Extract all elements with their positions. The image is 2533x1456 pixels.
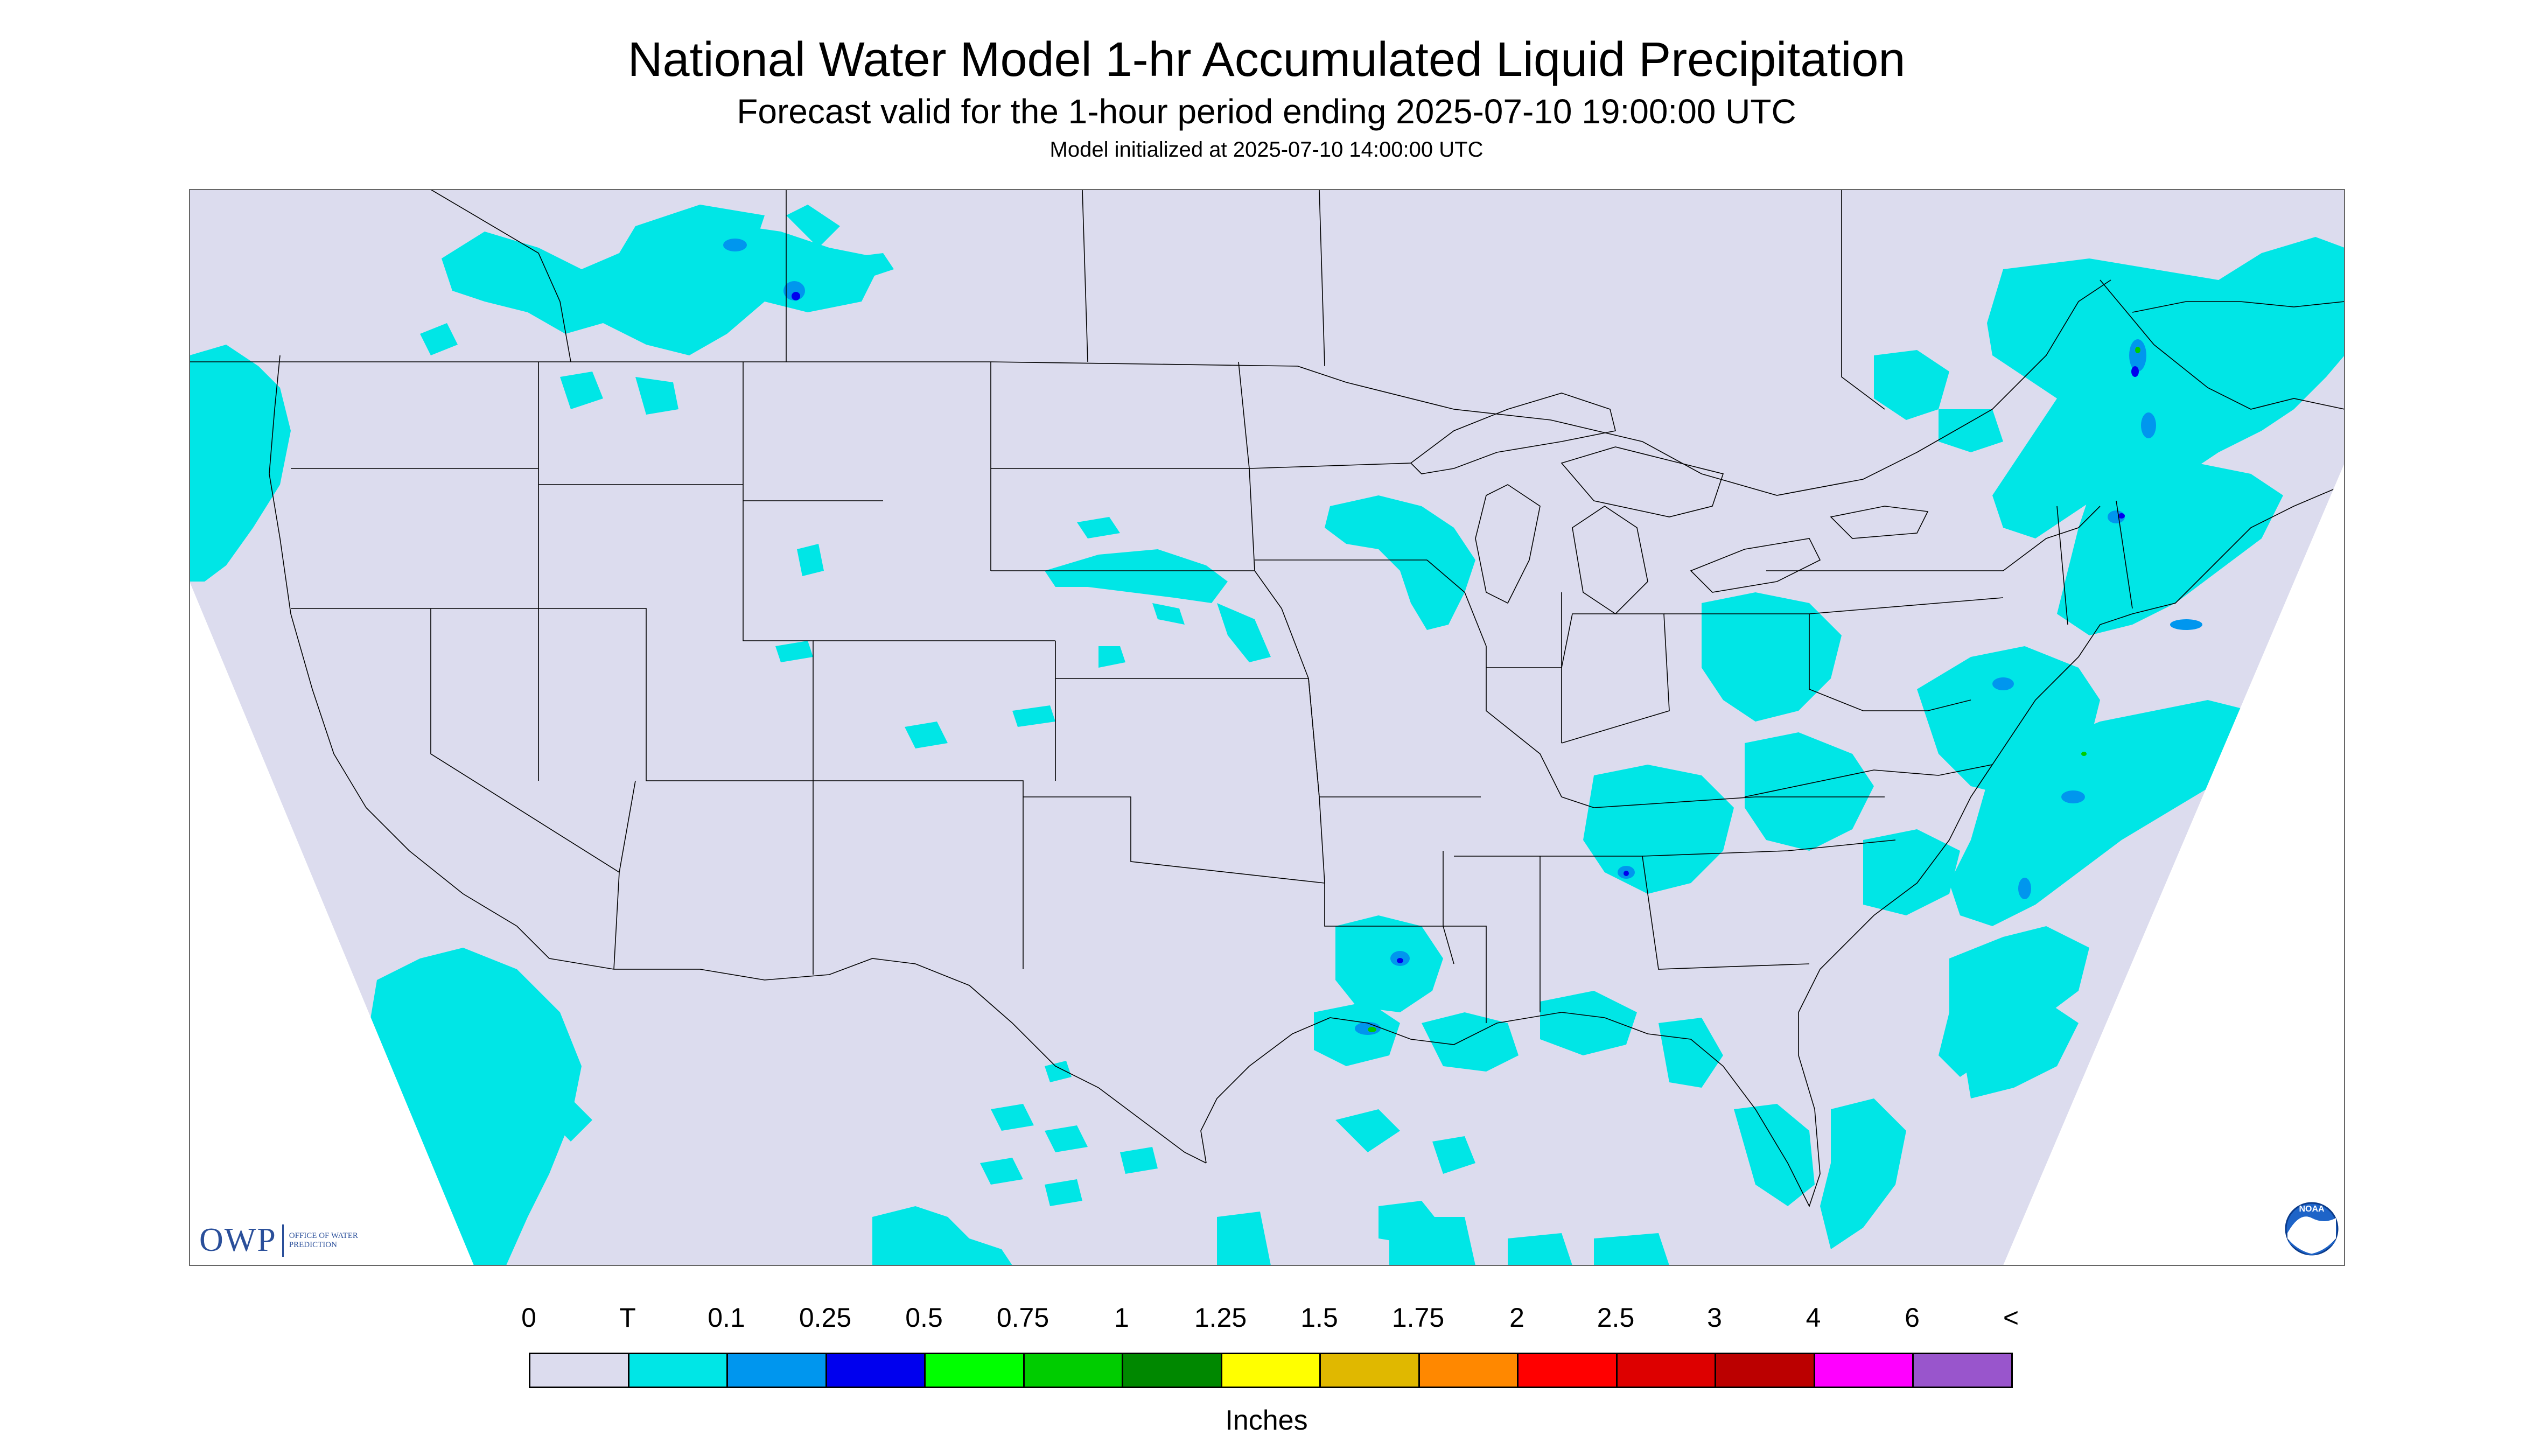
legend-swatch <box>1023 1353 1123 1388</box>
model-init-text: Model initialized at 2025-07-10 14:00:00… <box>1049 138 1484 162</box>
legend-swatch <box>726 1353 827 1388</box>
legend-swatch <box>924 1353 1025 1388</box>
great-lakes <box>1410 393 1929 615</box>
legend-swatch <box>1912 1353 2013 1388</box>
legend-swatch <box>1813 1353 1914 1388</box>
chart-subtitle: Forecast valid for the 1-hour period end… <box>737 92 1796 131</box>
noaa-logo: NOAA <box>2285 1202 2339 1256</box>
owp-logo-subtext: OFFICE OF WATER PREDICTION <box>289 1231 358 1249</box>
legend-tick-label: 0.5 <box>905 1303 943 1333</box>
projection-mask-right <box>2003 463 2345 1265</box>
legend-tick-label: 1.75 <box>1391 1303 1445 1333</box>
noaa-logo-text: NOAA <box>2299 1205 2325 1214</box>
legend-tick-label: 3 <box>1707 1303 1722 1333</box>
precip-moderate-cells <box>792 292 2139 963</box>
legend-swatch <box>529 1353 629 1388</box>
legend-swatch <box>1418 1353 1519 1388</box>
map-frame <box>189 189 2345 1266</box>
legend-swatch <box>825 1353 926 1388</box>
owp-logo-divider <box>282 1224 284 1257</box>
legend-tick-label: 6 <box>1905 1303 1920 1333</box>
legend-swatch <box>1220 1353 1321 1388</box>
owp-logo: OWP OFFICE OF WATER PREDICTION <box>199 1221 365 1259</box>
legend-swatch <box>1517 1353 1618 1388</box>
legend-swatch <box>1715 1353 1815 1388</box>
legend-tick-label: 0.75 <box>996 1303 1049 1333</box>
legend-swatch <box>627 1353 728 1388</box>
precip-trace-areas <box>190 205 2345 1265</box>
precip-heavy-cells <box>1368 347 2140 1032</box>
legend-swatch <box>1122 1353 1222 1388</box>
legend-tick-label: 0.1 <box>708 1303 745 1333</box>
legend-swatch <box>1615 1353 1716 1388</box>
legend-tick-label: 1.5 <box>1300 1303 1338 1333</box>
legend-tick-label: 2.5 <box>1597 1303 1635 1333</box>
legend-tick-label: T <box>619 1303 636 1333</box>
canada-boundaries <box>430 190 2345 410</box>
projection-mask-left <box>190 582 474 1265</box>
chart-title: National Water Model 1-hr Accumulated Li… <box>627 33 1906 87</box>
legend-tick-label: 0 <box>521 1303 536 1333</box>
legend-tick-label: 1.25 <box>1194 1303 1247 1333</box>
legend-tick-label: 2 <box>1509 1303 1524 1333</box>
legend-tick-label: 4 <box>1806 1303 1821 1333</box>
owp-logo-text: OWP <box>199 1222 277 1258</box>
state-boundaries <box>190 279 2345 1208</box>
legend-units-label: Inches <box>1225 1405 1308 1436</box>
legend-tick-label: 1 <box>1114 1303 1129 1333</box>
legend-tick-label: < <box>2003 1303 2019 1333</box>
legend-tick-label: 0.25 <box>799 1303 852 1333</box>
legend-swatch <box>1319 1353 1420 1388</box>
